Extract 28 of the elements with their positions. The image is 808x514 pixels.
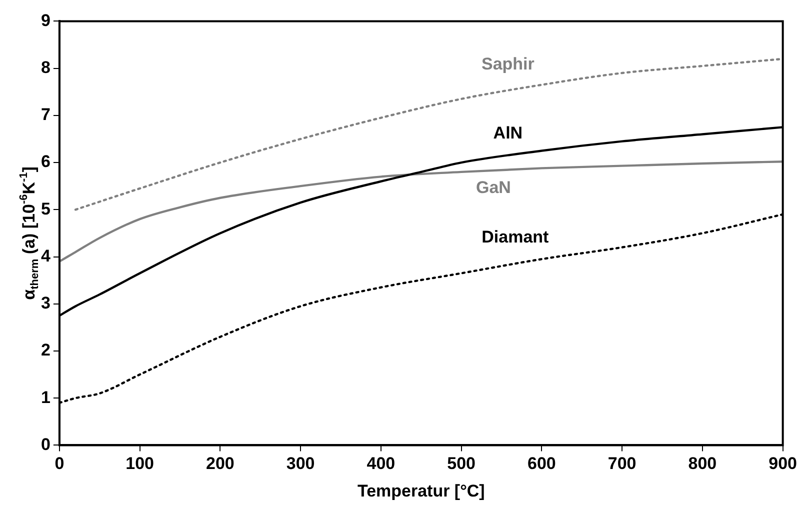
x-tick-label: 200 xyxy=(206,454,234,474)
x-tick-label: 0 xyxy=(54,454,64,474)
y-tick-label: 4 xyxy=(40,246,51,266)
series-label: Saphir xyxy=(481,54,535,74)
x-tick-label: 700 xyxy=(608,454,636,474)
y-axis-title: αtherm (a) [10-6K-1] xyxy=(18,166,42,300)
y-tick-label: 9 xyxy=(40,10,50,30)
y-tick-label: 7 xyxy=(40,105,50,124)
x-tick-label: 300 xyxy=(286,454,315,474)
y-tick-label: 1 xyxy=(40,388,50,407)
y-tick-label: 3 xyxy=(40,294,50,313)
series-label: AlN xyxy=(493,123,523,142)
series-label: Diamant xyxy=(482,227,550,246)
x-tick-label: 400 xyxy=(366,454,396,474)
y-tick-label: 8 xyxy=(40,58,50,77)
x-tick-label: 600 xyxy=(528,454,556,474)
x-axis-title: Temperatur [°C] xyxy=(357,481,485,500)
x-tick-label: 100 xyxy=(126,454,154,474)
x-tick-label: 900 xyxy=(768,454,798,474)
y-tick-label: 2 xyxy=(40,340,50,360)
line-series xyxy=(74,58,783,211)
x-tick-label: 500 xyxy=(447,454,476,474)
x-tick-label: 800 xyxy=(688,454,717,474)
line-series xyxy=(59,160,783,263)
y-tick-label: 6 xyxy=(40,152,50,172)
series-label: GaN xyxy=(476,178,511,198)
y-tick-label: 5 xyxy=(40,199,50,218)
y-tick-label: 0 xyxy=(40,434,50,454)
